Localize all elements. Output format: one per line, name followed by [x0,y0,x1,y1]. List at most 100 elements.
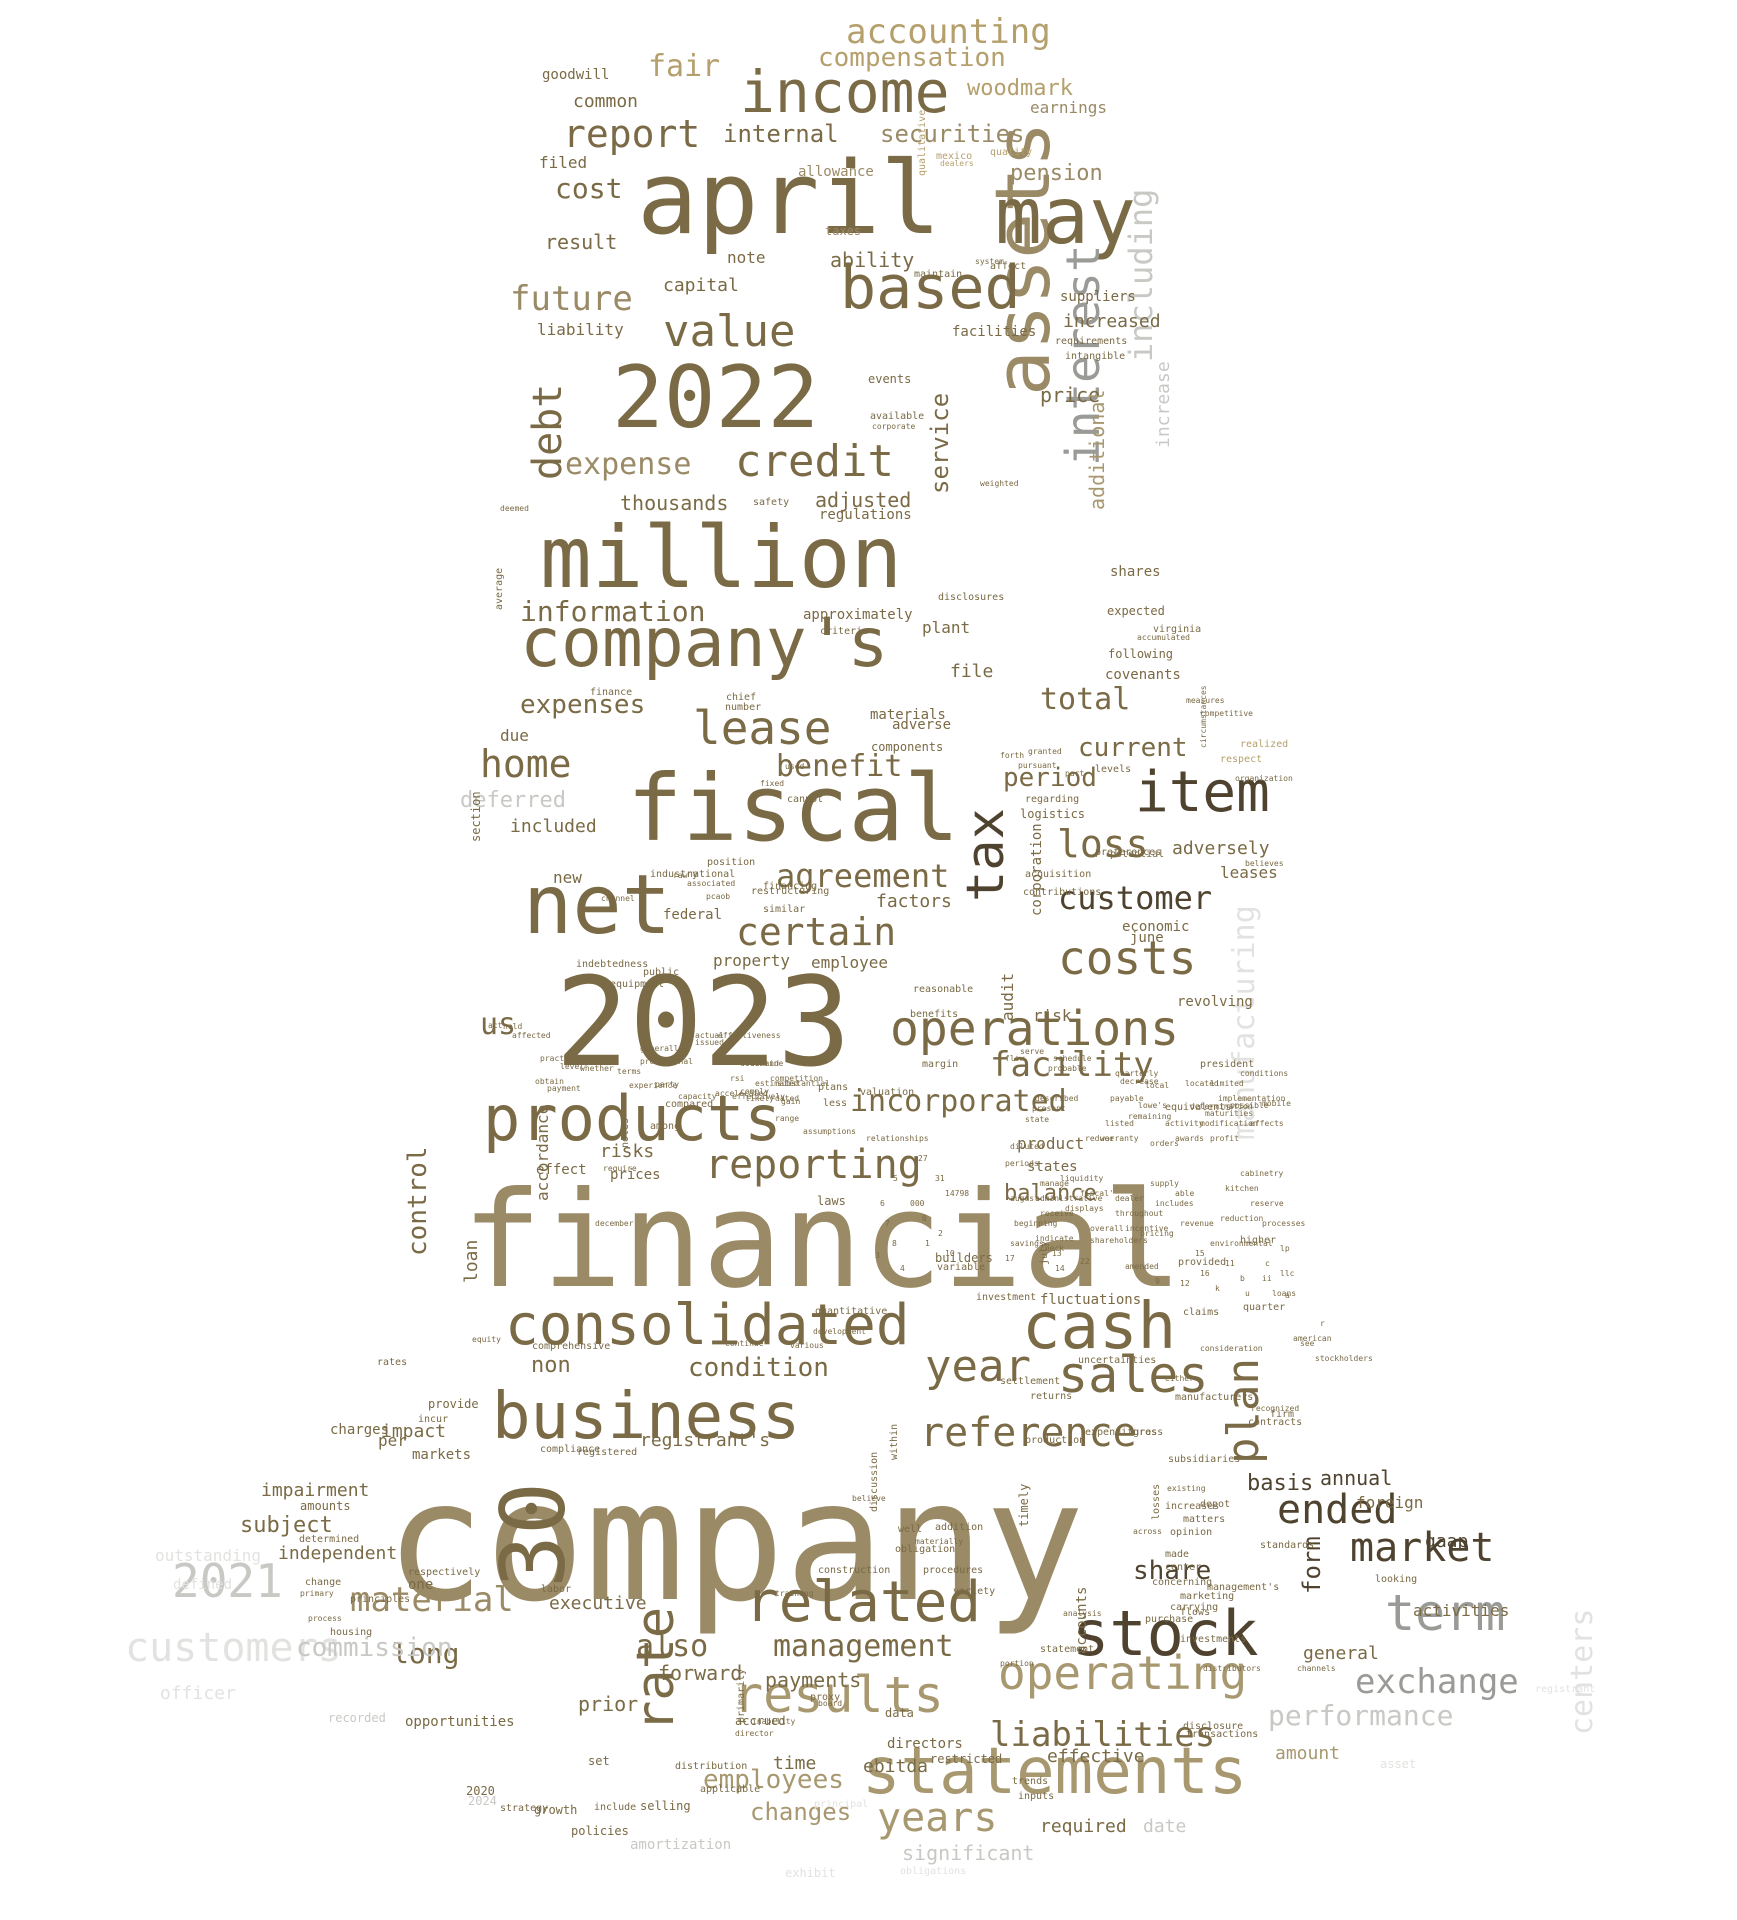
cloud-word: president [1200,1059,1255,1070]
cloud-word: intangible [1065,351,1126,362]
cloud-word: gain [781,1097,801,1106]
cloud-word: disclosure [1183,1721,1244,1732]
cloud-word: 5 [893,1174,898,1183]
cloud-word: variable [937,1262,986,1273]
cloud-word: pursuant [1018,761,1057,770]
cloud-word: related [745,1570,982,1635]
cloud-word: generally [640,1044,684,1053]
cloud-word: believes [1245,859,1284,868]
cloud-word: price [1040,383,1101,407]
cloud-word: customer [1058,879,1213,917]
cloud-word: investments [1180,1634,1247,1645]
cloud-word: exhibit [785,1866,836,1880]
cloud-word: ended [1277,1487,1398,1533]
cloud-word: competitive [1200,709,1253,718]
cloud-word: june [1130,930,1164,946]
cloud-word: maturities [1205,1109,1254,1118]
cloud-word: capacity [678,1092,717,1101]
cloud-word: control [403,1146,433,1256]
cloud-word: respect [1220,754,1263,765]
cloud-word: components [871,740,944,754]
cloud-word: 0 [922,1214,927,1223]
cloud-word: depot [1200,1499,1231,1510]
cloud-word: time [773,1753,817,1774]
cloud-word: held [503,1022,523,1031]
cloud-word: products [483,1082,782,1155]
cloud-word: continue [725,1339,764,1348]
cloud-word: dealer [1115,1194,1144,1203]
cloud-word: laws [817,1194,846,1208]
cloud-word: 7 [885,1219,890,1228]
cloud-word: changes [750,1798,852,1826]
cloud-word: channels [1297,1664,1336,1673]
cloud-word: commission [296,1633,453,1663]
cloud-word: profit [1210,1134,1239,1143]
cloud-word: board [818,1699,843,1708]
cloud-word: practices [540,1054,584,1063]
cloud-word: trends [1012,1776,1049,1787]
cloud-word: expected [1107,604,1165,618]
cloud-word: pcaob [706,892,731,901]
cloud-word: dated [775,1094,800,1103]
cloud-word: materials [870,707,946,723]
cloud-word: determined [299,1534,360,1545]
cloud-word: sales [1058,1346,1209,1404]
cloud-word: overall [1090,1224,1124,1233]
cloud-word: virginia [1153,624,1202,635]
cloud-word: distribution [675,1761,748,1772]
cloud-word: 30 [482,1482,585,1588]
cloud-word: rsi [730,1074,745,1083]
cloud-word: audit [998,972,1017,1021]
cloud-word: gaap [1425,1531,1469,1552]
cloud-word: federal [663,907,723,923]
cloud-word: director [735,1729,774,1738]
cloud-word: 27 [918,1154,928,1163]
cloud-word: indebtedness [576,959,649,970]
cloud-word: events [868,372,912,386]
cloud-word: assumptions [803,1127,856,1136]
cloud-word: acquisition [1025,869,1092,880]
cloud-word: affected [512,1031,551,1040]
cloud-word: believe [852,1494,886,1503]
cloud-word: product [1017,1134,1085,1153]
cloud-word: requirements [1055,336,1128,347]
cloud-word: liability [537,320,624,339]
cloud-word: 2022 [612,348,820,448]
cloud-word: center [1165,1562,1202,1573]
cloud-word: granted [1028,747,1062,756]
cloud-word: flows [1180,1607,1211,1618]
cloud-word: cash [1022,1290,1177,1364]
cloud-word: us [480,1007,517,1042]
cloud-word: discussion [869,1451,880,1512]
cloud-word: administrative [1035,1194,1103,1203]
cloud-word: processes [1262,1219,1306,1228]
cloud-word: pricing [1140,1229,1174,1238]
cloud-word: risks [600,1141,655,1162]
cloud-word: quarterly [1115,1069,1159,1078]
cloud-word: revolving [1177,994,1253,1010]
cloud-word: regulations [819,507,912,523]
cloud-word: a [1285,1291,1290,1300]
cloud-word: orders [1150,1139,1179,1148]
cloud-word: cannot [787,794,824,805]
cloud-word: principles [350,1594,411,1605]
cloud-word: comprehensive [532,1341,611,1352]
cloud-word: implementation [1218,1094,1286,1103]
cloud-word: estimated [755,1079,799,1088]
cloud-word: accounting [846,12,1051,52]
cloud-word: file [950,661,994,682]
cloud-word: subject [240,1513,333,1538]
cloud-word: certain [736,910,897,954]
cloud-word: terms [617,1067,642,1076]
cloud-word: serve [1020,1047,1045,1056]
cloud-word: leases [1220,863,1278,882]
cloud-word: loans [1272,1289,1297,1298]
cloud-word: statement [1040,1644,1095,1655]
cloud-word: mexico [936,151,973,162]
cloud-word: opportunities [405,1714,515,1730]
cloud-word: operating [998,1646,1248,1700]
cloud-word: item [1135,760,1270,825]
cloud-word: facility [990,1045,1154,1085]
cloud-word: set [588,1754,610,1768]
cloud-word: stockholders [1315,1354,1373,1363]
